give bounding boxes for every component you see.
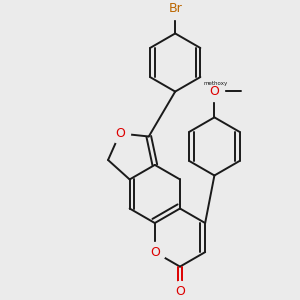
Text: O: O [115,127,125,140]
Text: Br: Br [168,2,182,15]
Text: O: O [209,85,219,98]
Text: methoxy: methoxy [204,81,228,86]
Text: O: O [175,285,185,298]
Text: O: O [150,246,160,259]
